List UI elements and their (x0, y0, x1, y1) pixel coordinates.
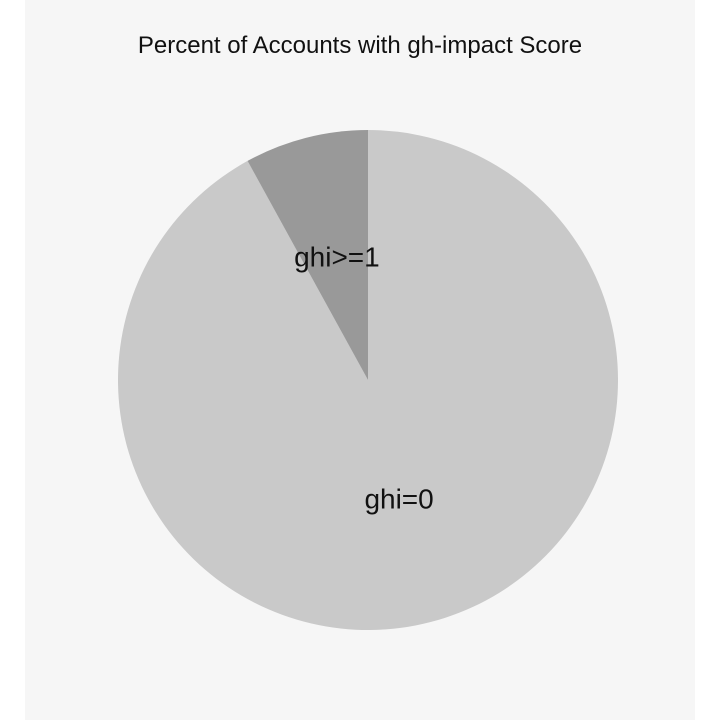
pie-slice-ghi-1 (247, 130, 368, 380)
pie-labels: ghi=0 ghi>=1 (294, 241, 434, 514)
pie-chart: ghi=0 ghi>=1 (117, 130, 619, 630)
pie-label-ghi-1: ghi>=1 (294, 241, 380, 272)
chart-title: Percent of Accounts with gh-impact Score (137, 32, 583, 59)
pie-label-ghi-0: ghi=0 (364, 483, 433, 514)
pie-slice-ghi-0 (117, 130, 619, 630)
pie-slices (117, 130, 619, 630)
chart-panel: Percent of Accounts with gh-impact Score… (25, 0, 695, 720)
